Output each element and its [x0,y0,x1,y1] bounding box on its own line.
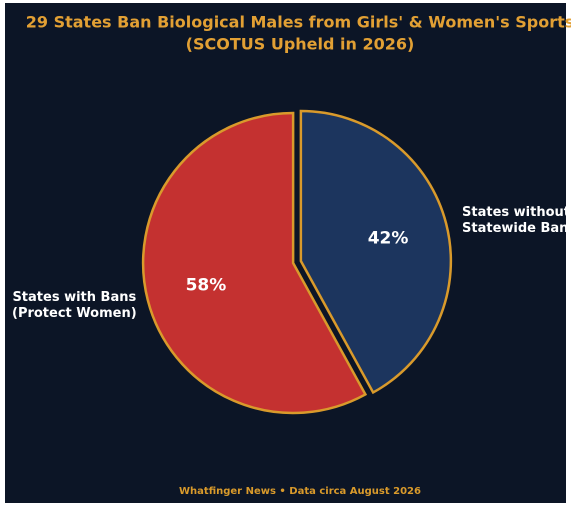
pie-slice [141,111,368,415]
pie-slice [299,109,453,395]
value-label: 42% [368,229,409,249]
value-label: 58% [186,275,227,295]
footer: Whatfinger News • Data circa August 2026 [179,486,421,497]
chart-subtitle: (SCOTUS Upheld in 2026) [186,35,415,54]
category-label: States without Statewide Ban [462,205,570,236]
category-label: States with Bans (Protect Women) [12,290,137,321]
chart-title: 29 States Ban Biological Males from Girl… [26,13,571,32]
